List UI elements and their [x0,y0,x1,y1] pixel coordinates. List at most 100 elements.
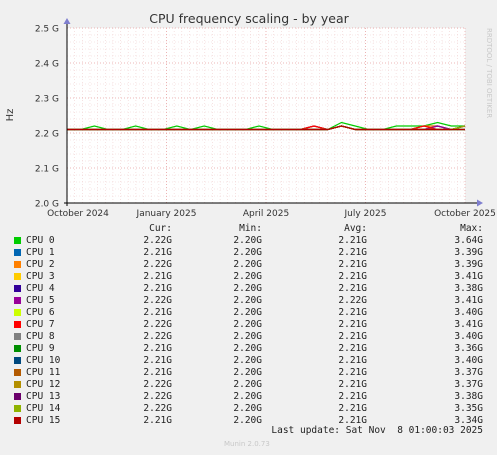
legend-swatch [14,249,21,256]
legend-cur-value: 2.21G [143,355,172,366]
series-line-cpu-15 [67,125,465,131]
legend-max-value: 3.41G [454,295,483,306]
legend-cur-value: 2.22G [143,391,172,402]
legend-max-value: 3.41G [454,271,483,282]
legend-cur-value: 2.21G [143,343,172,354]
legend-series-name: CPU 9 [26,343,55,354]
y-tick-label: 2.5 G [35,25,59,35]
legend-max-value: 3.37G [454,367,483,378]
legend-avg-value: 2.21G [338,259,367,270]
legend-avg-value: 2.21G [338,331,367,342]
legend-min-value: 2.20G [233,415,262,426]
legend-avg-value: 2.21G [338,391,367,402]
x-tick-labels: October 2024 January 2025 April 2025 July 2… [47,209,496,219]
legend-avg-value: 2.21G [338,247,367,258]
legend-cur-value: 2.21G [143,271,172,282]
legend-cur-value: 2.21G [143,307,172,318]
legend-swatch [14,309,21,316]
legend-min-value: 2.20G [233,355,262,366]
legend-cur-value: 2.21G [143,247,172,258]
legend-min-value: 2.20G [233,319,262,330]
legend-avg-value: 2.22G [338,295,367,306]
legend-swatch [14,273,21,280]
legend-min-value: 2.20G [233,283,262,294]
legend-series-name: CPU 11 [26,367,61,378]
legend-series-name: CPU 15 [26,415,61,426]
legend-min-value: 2.20G [233,259,262,270]
legend-avg-value: 2.21G [338,307,367,318]
legend-series-name: CPU 3 [26,271,55,282]
legend-swatch [14,357,21,364]
legend-avg-value: 2.21G [338,271,367,282]
y-tick-label: 2.0 G [35,200,59,210]
legend-max-value: 3.35G [454,403,483,414]
legend-swatch [14,393,21,400]
legend-avg-value: 2.21G [338,343,367,354]
legend-min-value: 2.20G [233,295,262,306]
legend-series-name: CPU 10 [26,355,61,366]
x-tick-label: April 2025 [243,209,289,219]
legend-swatch [14,237,21,244]
legend-min-value: 2.20G [233,343,262,354]
legend-swatch [14,345,21,352]
legend-series-name: CPU 1 [26,247,55,258]
legend-swatch [14,297,21,304]
legend-series-name: CPU 5 [26,295,55,306]
legend-cur-value: 2.22G [143,295,172,306]
legend-max-value: 3.40G [454,331,483,342]
series-lines [67,121,466,131]
x-tick-label: October 2025 [434,209,496,219]
legend-min-value: 2.20G [233,235,262,246]
legend-avg-value: 2.21G [338,403,367,414]
legend-series-name: CPU 13 [26,391,61,402]
y-axis-arrow-icon [63,18,71,24]
legend-max-value: 3.34G [454,415,483,426]
x-tick-label: October 2024 [47,209,109,219]
legend-max-value: 3.39G [454,247,483,258]
legend-series-name: CPU 6 [26,307,55,318]
legend-series-name: CPU 8 [26,331,55,342]
legend-swatch [14,321,21,328]
legend-max-value: 3.64G [454,235,483,246]
legend-avg-value: 2.21G [338,283,367,294]
legend-cur-value: 2.22G [143,319,172,330]
legend-max-value: 3.40G [454,307,483,318]
legend-min-value: 2.20G [233,247,262,258]
legend-max-value: 3.38G [454,283,483,294]
legend-swatch [14,369,21,376]
legend-max-value: 3.41G [454,319,483,330]
axes [63,18,483,207]
legend-swatch [14,285,21,292]
y-tick-labels: 2.0 G 2.1 G 2.2 G 2.3 G 2.4 G 2.5 G [35,25,59,210]
legend-series-name: CPU 0 [26,235,55,246]
legend-min-value: 2.20G [233,379,262,390]
legend-cur-value: 2.22G [143,259,172,270]
legend-series-name: CPU 14 [26,403,61,414]
legend-series-name: CPU 7 [26,319,55,330]
legend-max-value: 3.39G [454,259,483,270]
rrdtool-watermark: RRDTOOL / TOBI OETIKER [485,28,493,118]
legend-cur-value: 2.22G [143,379,172,390]
legend-avg-value: 2.21G [338,367,367,378]
legend-min-value: 2.20G [233,307,262,318]
legend-avg-value: 2.21G [338,319,367,330]
y-tick-label: 2.3 G [35,95,59,105]
legend-series-name: CPU 12 [26,379,61,390]
legend-header-cur: Cur: [149,223,172,234]
legend-header-max: Max: [460,223,483,234]
legend-avg-value: 2.21G [338,415,367,426]
y-tick-label: 2.4 G [35,60,59,70]
legend-min-value: 2.20G [233,391,262,402]
legend-avg-value: 2.21G [338,355,367,366]
y-tick-label: 2.2 G [35,130,59,140]
legend-cur-value: 2.21G [143,367,172,378]
legend-min-value: 2.20G [233,331,262,342]
legend-swatch [14,405,21,412]
legend-avg-value: 2.21G [338,235,367,246]
series-line-cpu-0 [67,121,465,131]
x-tick-label: January 2025 [136,209,197,219]
legend-min-value: 2.20G [233,367,262,378]
legend-swatch [14,417,21,424]
